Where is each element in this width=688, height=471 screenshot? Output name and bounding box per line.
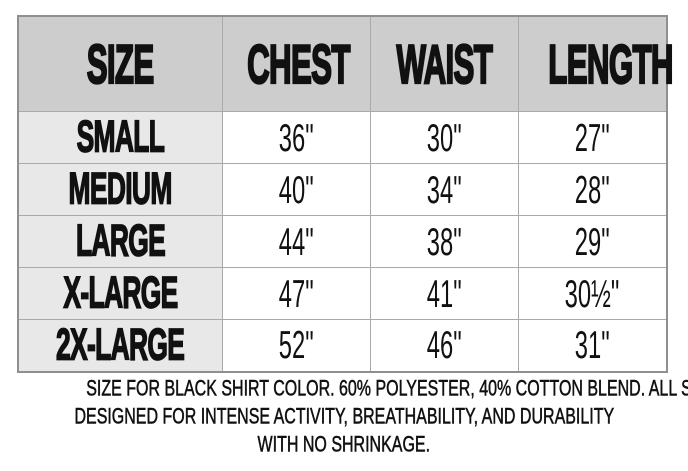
footer-note: SIZE FOR BLACK SHIRT COLOR. 60% POLYESTE… <box>0 376 688 460</box>
table-row-x-large: X-LARGE 47" 41" 30½" <box>17 267 668 320</box>
cell-x-large-length: 30½" <box>517 267 668 320</box>
cell-large-chest: 44" <box>221 215 371 268</box>
column-header-size-label: SIZE <box>86 32 155 96</box>
cell-small-waist: 30" <box>369 111 519 164</box>
column-header-waist-label: WAIST <box>395 32 493 96</box>
cell-2x-large-waist: 46" <box>369 319 519 372</box>
column-header-size: SIZE <box>17 15 223 112</box>
table-row-large: LARGE 44" 38" 29" <box>17 215 668 268</box>
cell-medium-chest: 40" <box>221 163 371 216</box>
cell-large-length: 29" <box>517 215 668 268</box>
cell-medium-length: 28" <box>517 163 668 216</box>
cell-x-large-chest: 47" <box>221 267 371 320</box>
header-row: SIZE CHEST WAIST LENGTH <box>17 15 674 112</box>
cell-medium-waist: 34" <box>369 163 519 216</box>
table-row-2x-large: 2X-LARGE 52" 46" 31" <box>17 319 668 372</box>
footer-line-1: SIZE FOR BLACK SHIRT COLOR. 60% POLYESTE… <box>86 376 688 402</box>
size-chart-table: SIZE CHEST WAIST LENGTH SMALL 36" 30" 27… <box>17 15 674 373</box>
cell-small-length: 27" <box>517 111 668 164</box>
column-header-length-label: LENGTH <box>547 32 674 96</box>
table-row-small: SMALL 36" 30" 27" <box>17 111 668 164</box>
cell-x-large-waist: 41" <box>369 267 519 320</box>
column-header-chest-label: CHEST <box>246 32 351 96</box>
row-label-medium: MEDIUM <box>17 163 223 216</box>
column-header-chest: CHEST <box>221 15 371 112</box>
row-label-large: LARGE <box>17 215 223 268</box>
footer-line-2: DESIGNED FOR INTENSE ACTIVITY, BREATHABI… <box>74 404 614 430</box>
cell-small-chest: 36" <box>221 111 371 164</box>
row-label-x-large: X-LARGE <box>17 267 223 320</box>
footer-line-3: WITH NO SHRINKAGE. <box>257 432 431 458</box>
table-row-medium: MEDIUM 40" 34" 28" <box>17 163 668 216</box>
row-label-2x-large: 2X-LARGE <box>17 319 223 372</box>
row-label-small: SMALL <box>17 111 223 164</box>
column-header-length: LENGTH <box>517 15 674 112</box>
cell-2x-large-chest: 52" <box>221 319 371 372</box>
cell-large-waist: 38" <box>369 215 519 268</box>
cell-2x-large-length: 31" <box>517 319 668 372</box>
column-header-waist: WAIST <box>369 15 519 112</box>
